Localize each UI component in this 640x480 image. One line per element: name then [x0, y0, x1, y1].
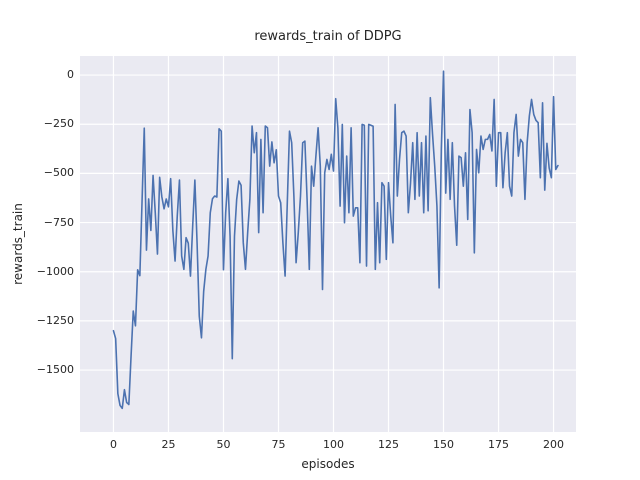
gridlines — [80, 56, 576, 432]
x-tick-label: 150 — [433, 438, 455, 451]
y-tick-label: −250 — [43, 117, 74, 131]
line-chart-canvas — [80, 56, 576, 432]
chart-title: rewards_train of DDPG — [254, 29, 402, 44]
y-axis-label: rewards_train — [11, 203, 25, 285]
y-tick-label: −1000 — [36, 264, 74, 278]
x-tick-label: 175 — [488, 438, 510, 451]
y-tick-label: −500 — [43, 166, 74, 180]
x-tick-label: 50 — [216, 438, 231, 451]
x-tick-label: 0 — [109, 438, 117, 451]
y-tick-label: −750 — [43, 215, 74, 229]
axes-background — [80, 56, 576, 432]
x-axis-label: episodes — [301, 457, 355, 471]
plot-area — [80, 56, 576, 432]
x-tick-label: 200 — [543, 438, 565, 451]
x-tick-label: 100 — [323, 438, 344, 451]
rewards-line-series — [112, 70, 559, 410]
y-tick-label: −1250 — [36, 313, 74, 327]
x-tick-label: 25 — [161, 438, 176, 451]
y-tick-label: 0 — [67, 68, 74, 82]
x-tick-label: 75 — [271, 438, 286, 451]
y-tick-label: −1500 — [36, 363, 74, 377]
x-tick-label: 125 — [378, 438, 399, 451]
